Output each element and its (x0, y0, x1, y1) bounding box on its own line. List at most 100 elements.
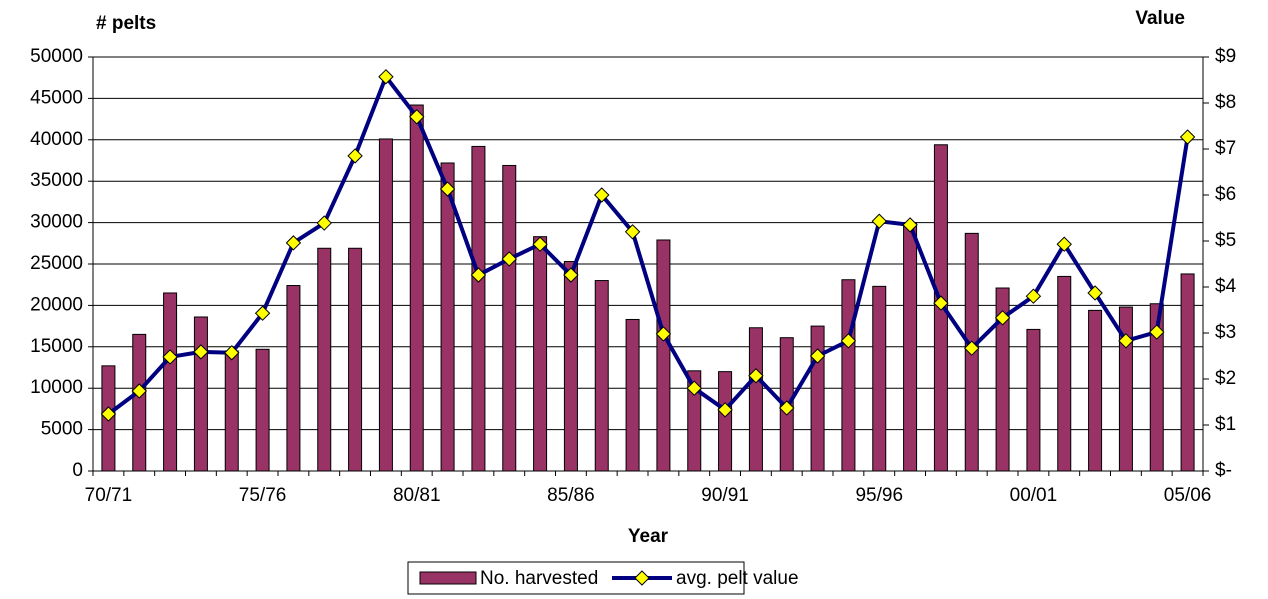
bar (502, 164, 517, 472)
y-tick-label: 0 (72, 460, 83, 481)
x-tick-label: 70/71 (85, 485, 133, 506)
legend-label: No. harvested (480, 568, 598, 589)
y2-tick-label: $4 (1215, 276, 1237, 297)
marker (316, 215, 332, 231)
marker (347, 148, 363, 164)
marker (686, 380, 702, 396)
y2-tick-label: $9 (1215, 46, 1236, 67)
x-axis-title: Year (628, 526, 669, 547)
marker (1179, 129, 1196, 145)
marker (1056, 236, 1072, 252)
y-tick-label: 15000 (30, 336, 83, 357)
bar (286, 285, 301, 472)
marker (902, 217, 918, 233)
y2-tick-label: $2 (1215, 368, 1236, 389)
bar (409, 104, 424, 472)
marker (470, 267, 487, 283)
x-tick-label: 05/06 (1164, 485, 1212, 506)
y-tick-label: 20000 (30, 294, 83, 315)
bar (193, 316, 208, 472)
bar (378, 138, 393, 472)
x-tick-label: 00/01 (1010, 485, 1058, 506)
plot-frame (92, 56, 1204, 472)
y2-axis-title: Value (1135, 8, 1185, 29)
marker (532, 236, 548, 252)
marker (378, 69, 394, 85)
x-tick-label: 85/86 (547, 485, 595, 506)
bar (563, 261, 578, 472)
marker (655, 326, 672, 342)
marker (162, 349, 178, 365)
y-tick-label: 35000 (30, 170, 83, 191)
marker (779, 400, 795, 416)
marker (1149, 324, 1165, 340)
marker (624, 224, 641, 240)
marker (409, 109, 425, 125)
bar (348, 247, 363, 472)
y2-tick-label: $7 (1215, 138, 1236, 159)
y2-tick-label: $8 (1215, 92, 1236, 113)
marker (285, 235, 302, 251)
marker (563, 267, 579, 283)
y-tick-label: 5000 (41, 419, 83, 440)
y2-tick-label: $- (1215, 460, 1232, 481)
bar (471, 145, 486, 472)
marker (594, 187, 610, 203)
bar (872, 285, 887, 472)
bar (163, 292, 178, 472)
marker (717, 402, 733, 418)
y-tick-label: 50000 (30, 46, 83, 67)
y2-tick-label: $6 (1215, 184, 1236, 205)
bar (1180, 273, 1195, 472)
bar (810, 325, 825, 472)
bar (1057, 275, 1072, 472)
bar (594, 280, 609, 472)
y2-tick-label: $3 (1215, 322, 1236, 343)
marker (871, 213, 887, 229)
marker (994, 310, 1011, 326)
y-tick-label: 45000 (30, 87, 83, 108)
marker (224, 345, 240, 361)
y-tick-label: 25000 (30, 253, 83, 274)
bar (903, 222, 918, 472)
y-axis-title: # pelts (96, 13, 156, 34)
bar (224, 350, 239, 472)
y2-tick-label: $5 (1215, 230, 1236, 251)
bar (1088, 309, 1103, 472)
marker (1087, 285, 1103, 301)
bar (625, 318, 640, 472)
marker (809, 348, 826, 364)
bar (1026, 328, 1041, 472)
marker (933, 295, 949, 311)
x-tick-label: 90/91 (701, 485, 749, 506)
y-tick-label: 10000 (30, 377, 83, 398)
bar (656, 239, 671, 472)
marker (964, 340, 980, 356)
x-tick-label: 95/96 (855, 485, 903, 506)
bar (533, 236, 548, 472)
legend-swatch (419, 571, 477, 585)
legend-swatch (634, 570, 650, 586)
marker (100, 406, 117, 422)
marker (254, 305, 271, 321)
marker (501, 251, 517, 267)
bar (255, 348, 270, 472)
bar (748, 327, 763, 472)
y2-tick-label: $1 (1215, 414, 1236, 435)
marker (131, 383, 147, 399)
bar (132, 333, 147, 472)
bar (841, 279, 856, 472)
y-tick-label: 30000 (30, 212, 83, 233)
x-tick-label: 75/76 (239, 485, 287, 506)
bar (440, 162, 455, 472)
marker (1025, 288, 1042, 304)
marker (1118, 333, 1134, 349)
legend-label: avg. pelt value (676, 568, 799, 589)
marker (439, 181, 456, 197)
marker (193, 344, 209, 360)
y-tick-label: 40000 (30, 129, 83, 150)
bar (718, 371, 733, 472)
marker (748, 368, 764, 384)
line (107, 74, 1190, 416)
